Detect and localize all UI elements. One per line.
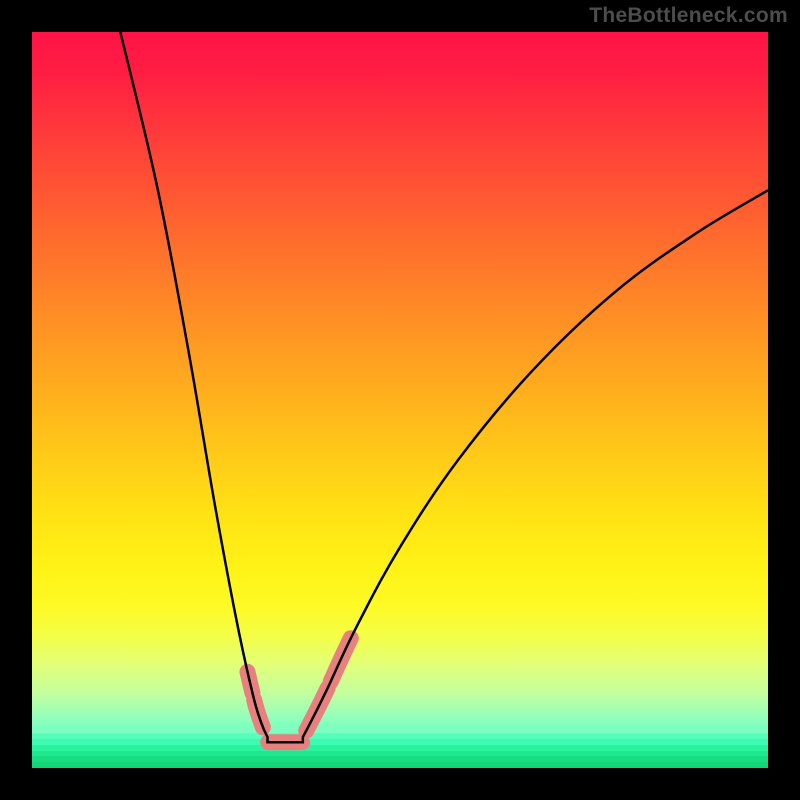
watermark-text: TheBottleneck.com bbox=[589, 4, 788, 28]
chart-frame: TheBottleneck.com bbox=[0, 0, 800, 800]
bottleneck-curve bbox=[120, 32, 768, 742]
curve-layer bbox=[32, 32, 768, 768]
plot-area bbox=[32, 32, 768, 768]
